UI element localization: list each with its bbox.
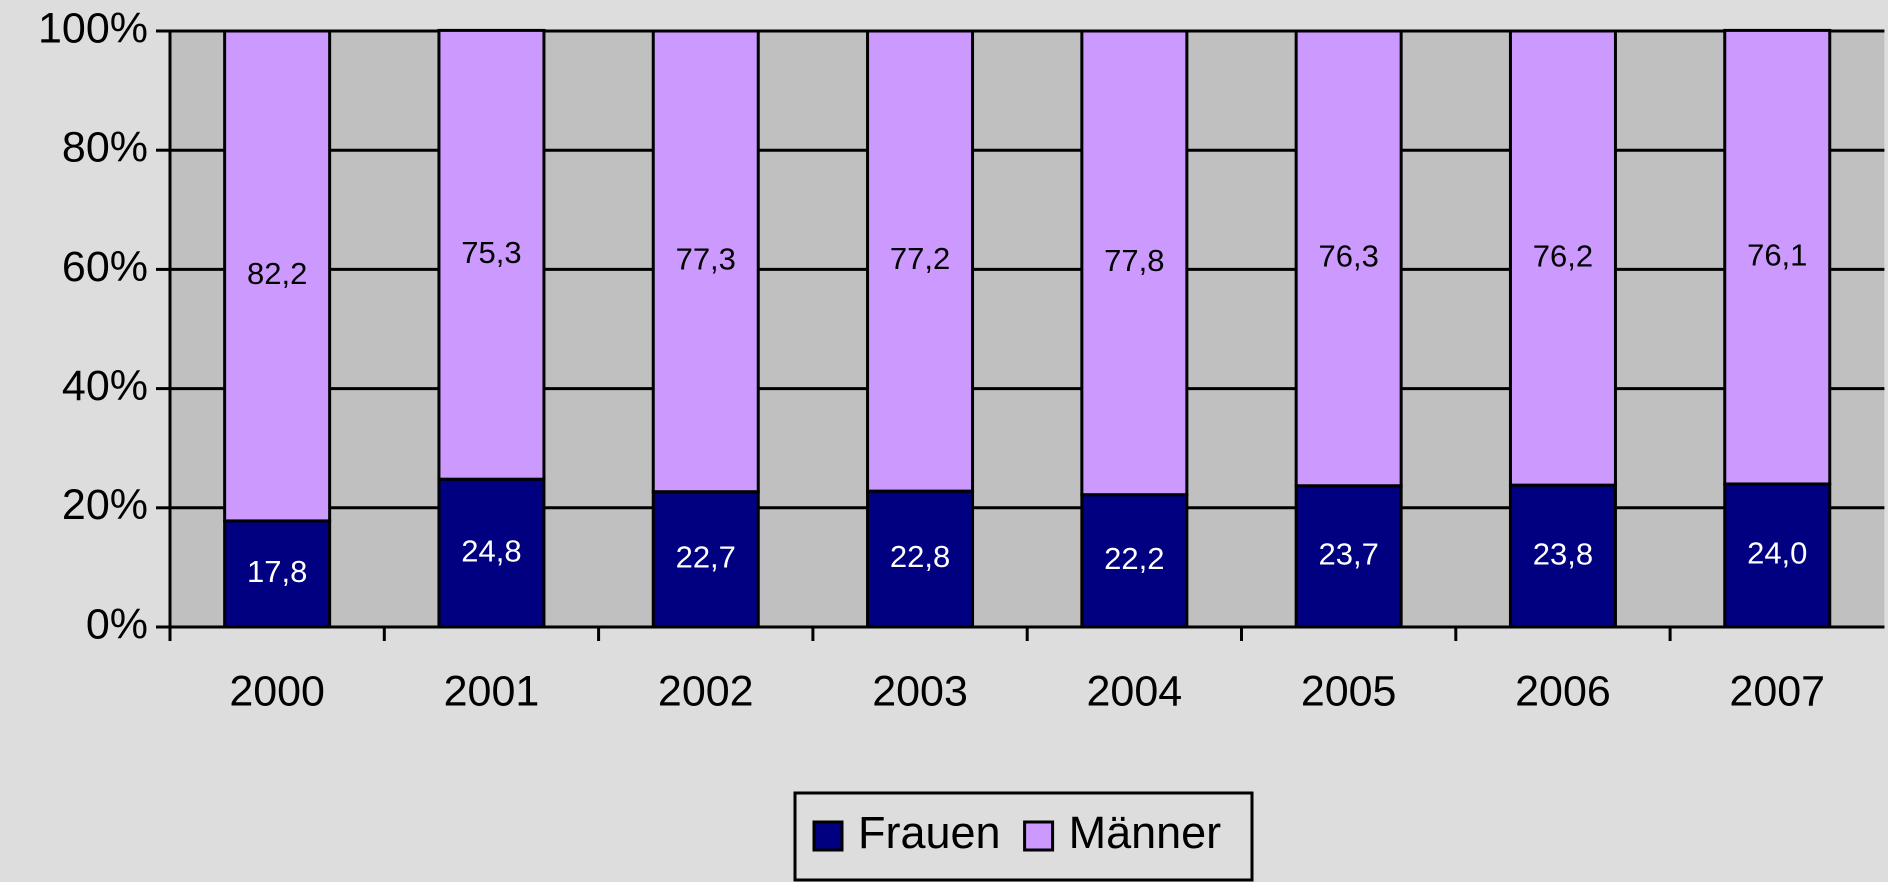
data-label: 24,8 (461, 533, 521, 568)
data-label: 75,3 (461, 235, 521, 270)
data-label: 23,7 (1318, 537, 1378, 572)
legend-label: Männer (1069, 807, 1222, 858)
bar-segment (1723, 482, 1832, 629)
data-label: 76,2 (1533, 238, 1593, 273)
data-label: 77,8 (1104, 243, 1164, 278)
bar-segment (223, 29, 332, 523)
x-tick-label: 2001 (444, 667, 540, 715)
data-label: 76,1 (1747, 237, 1807, 272)
data-label: 76,3 (1318, 239, 1378, 274)
x-tick-label: 2004 (1087, 667, 1183, 715)
y-tick-label: 40% (62, 362, 148, 410)
plot-area (170, 31, 1885, 627)
data-label: 82,2 (247, 256, 307, 291)
y-tick-label: 100% (38, 4, 148, 52)
legend-label: Frauen (858, 807, 1001, 858)
bar-segment (1294, 29, 1403, 488)
data-label: 17,8 (247, 554, 307, 589)
bar-segment (651, 29, 760, 494)
x-tick-label: 2000 (229, 667, 325, 715)
x-tick-label: 2006 (1515, 667, 1611, 715)
data-label: 22,8 (890, 539, 950, 574)
data-label: 24,0 (1747, 536, 1807, 571)
x-tick-label: 2003 (872, 667, 968, 715)
bar-segment (1723, 28, 1832, 486)
bar-segment (1080, 29, 1189, 497)
y-tick-label: 80% (62, 124, 148, 172)
data-label: 77,2 (890, 241, 950, 276)
legend-swatch (1023, 820, 1055, 852)
bar-segment (437, 28, 546, 481)
bar-segment (1508, 29, 1617, 487)
bar-segment (866, 29, 975, 493)
data-label: 22,2 (1104, 541, 1164, 576)
bar-segment (1294, 484, 1403, 629)
data-label: 77,3 (676, 242, 736, 277)
bar-segment (1508, 483, 1617, 629)
x-tick-label: 2002 (658, 667, 754, 715)
y-tick-label: 60% (62, 243, 148, 291)
legend-swatch (812, 820, 844, 852)
y-tick-label: 0% (86, 600, 148, 648)
data-label: 23,8 (1533, 536, 1593, 571)
bar-segment (437, 477, 546, 629)
x-tick-label: 2005 (1301, 667, 1397, 715)
y-tick-label: 20% (62, 481, 148, 529)
bar-segment (1080, 493, 1189, 629)
data-label: 22,7 (676, 540, 736, 575)
x-tick-label: 2007 (1729, 667, 1825, 715)
bar-segment (223, 519, 332, 629)
